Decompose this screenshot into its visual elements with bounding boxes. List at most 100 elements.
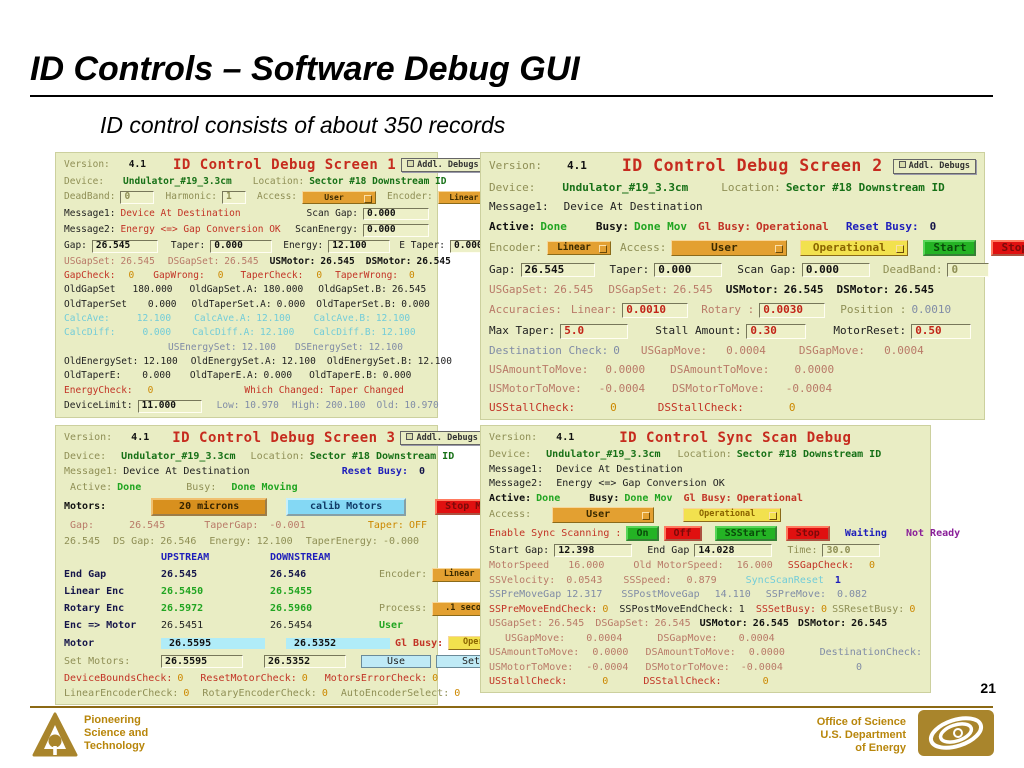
label: Message1: (64, 466, 119, 478)
access-dropdown[interactable]: User (671, 239, 788, 257)
linear-accuracy-input[interactable]: 0.0010 (622, 302, 689, 318)
label: CalcDiff.A: (192, 327, 256, 339)
label: OldEnergySet.A: (190, 356, 277, 367)
access-dropdown[interactable]: User (302, 190, 377, 205)
label: -0.0004 (785, 382, 833, 396)
label: Undulator_#19_3.3cm (546, 449, 661, 461)
label: 0 (613, 344, 620, 358)
doe-office-text: Office of Science U.S. Department of Ene… (816, 716, 906, 754)
rotary-accuracy-input[interactable]: 0.0030 (759, 302, 826, 318)
calib-motors-button[interactable]: calib Motors (286, 498, 407, 516)
max-taper-input[interactable]: 5.0 (560, 323, 629, 339)
use-button[interactable]: Use (361, 654, 431, 669)
panel-row: Start Gap: 12.398 End Gap 14.028 Time: 30.0 (489, 543, 922, 558)
us-motor-input[interactable]: 26.5595 (161, 654, 243, 669)
label: Device: (64, 175, 105, 187)
label: Max Taper: (489, 323, 556, 337)
encoder-dropdown[interactable]: Linear (546, 240, 611, 256)
panel-row: Enable Sync Scanning : On Off SSStart Stop Wa… (489, 525, 960, 541)
label: Energy: (283, 240, 324, 252)
label: Not Ready (905, 527, 961, 539)
panel-row: USGapSet: 26.545 DSGapSet: 26.545 USMotor: 26… (489, 618, 922, 630)
label: 26.545 (894, 282, 935, 296)
label: DeadBand: (64, 191, 116, 203)
panel-row: Message1: Device At Destination Scan Gap: 0… (64, 207, 429, 221)
scan-gap-input[interactable]: 0.000 (363, 207, 429, 221)
start-gap-input[interactable]: 12.398 (554, 543, 633, 558)
label: Gl Busy: (683, 492, 732, 504)
label: End Gap (647, 544, 690, 556)
label: 12.100 (417, 356, 452, 367)
access-dropdown[interactable]: User (552, 507, 655, 523)
label: 0.0000 (794, 363, 835, 377)
label: CalcAve.A: (194, 312, 252, 324)
label: Destination Check: (489, 344, 609, 358)
label: 0 (762, 676, 769, 688)
label: DSGapMove: (657, 632, 718, 644)
sync-stop-button[interactable]: Stop (785, 525, 830, 541)
label: OldTaperE.B: (309, 370, 378, 382)
label: DSMotorToMove: (672, 382, 765, 396)
label: DSStallCheck: (643, 676, 722, 688)
label: DOWNSTREAM (270, 552, 331, 564)
energy-input[interactable]: 12.100 (328, 240, 391, 254)
label: Device: (489, 449, 532, 461)
label: Waiting (844, 527, 887, 539)
label: USMotor: (699, 618, 748, 630)
global-mode-dropdown[interactable]: Operational (800, 239, 909, 257)
gap-input[interactable]: 26.545 (91, 240, 158, 254)
stop-button[interactable]: Stop (991, 239, 1024, 257)
motor-reset-input[interactable]: 0.50 (911, 323, 972, 339)
taper-input[interactable]: 0.000 (654, 262, 723, 278)
label: 12.100 (281, 356, 316, 367)
label: 0 (183, 688, 190, 700)
label: End Gap (64, 569, 107, 581)
label: USGapSet: (489, 282, 549, 296)
end-gap-input[interactable]: 14.028 (694, 543, 773, 558)
scan-energy-input[interactable]: 0.000 (363, 223, 429, 237)
title-divider (30, 95, 993, 97)
label: ID Control Sync Scan Debug (619, 430, 852, 446)
label: 0 (855, 661, 862, 673)
time-input[interactable]: 30.0 (822, 543, 881, 558)
label: OldTaperSet (64, 298, 127, 310)
label: 12.100 (260, 327, 295, 339)
label: 0 (177, 672, 184, 684)
label: DSAmountToMove: (645, 647, 736, 659)
addl-debugs-button[interactable]: Addl. Debugs (892, 159, 976, 174)
device-limit-input[interactable]: 11.000 (137, 400, 202, 413)
microns-button[interactable]: 20 microns (151, 498, 268, 516)
label: 26.5595 (161, 637, 265, 649)
label: 26.5455 (270, 586, 313, 598)
label: Linear: (570, 302, 618, 316)
label: Message1: (489, 200, 549, 214)
label: 26.545 (672, 282, 713, 296)
addl-debugs-button[interactable]: Addl. Debugs (400, 430, 484, 446)
addl-debugs-button[interactable]: Addl. Debugs (401, 157, 485, 173)
doe-swirl-logo (918, 710, 994, 761)
sync-on-button[interactable]: On (626, 525, 659, 541)
label: USAmountToMove: (489, 647, 580, 659)
mode-dropdown[interactable]: Operational (683, 507, 782, 522)
deadband-input[interactable]: 0 (947, 262, 990, 278)
stall-amount-input[interactable]: 0.30 (746, 323, 807, 339)
harmonic-input[interactable]: 1 (221, 191, 246, 204)
panel-row: USMotorToMove: -0.0004 DSMotorToMove: -0.00… (489, 662, 922, 674)
label: OldEnergySet.B: (326, 356, 413, 367)
scan-gap-input[interactable]: 0.000 (801, 262, 870, 278)
label: 0 (788, 401, 796, 415)
panel-row: USEnergySet: 12.100 DSEnergySet: 12.100 (64, 342, 429, 354)
gap-input[interactable]: 26.545 (520, 262, 595, 278)
taper-input[interactable]: 0.000 (210, 240, 273, 254)
label: 0.0004 (884, 344, 924, 358)
label: Busy: (589, 492, 620, 504)
ds-motor-input[interactable]: 26.5352 (264, 654, 346, 669)
deadband-input[interactable]: 0 (120, 191, 155, 204)
label: 0 (602, 603, 609, 615)
start-button[interactable]: Start (923, 239, 977, 257)
label: Energy: (209, 536, 252, 548)
ssstart-button[interactable]: SSStart (714, 525, 777, 541)
sync-off-button[interactable]: Off (663, 525, 702, 541)
label: ID Control Debug Screen 3 (172, 430, 396, 446)
